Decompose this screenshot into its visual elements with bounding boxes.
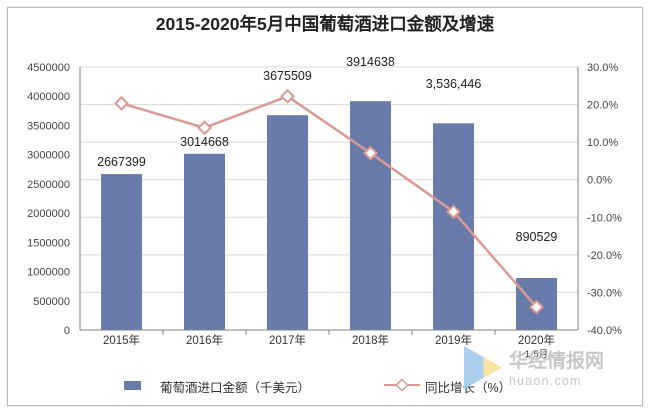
svg-text:2020年: 2020年 <box>518 333 555 347</box>
svg-text:2015年: 2015年 <box>103 333 140 347</box>
svg-text:3500000: 3500000 <box>27 120 70 132</box>
svg-text:-20.0%: -20.0% <box>587 250 622 262</box>
svg-text:0: 0 <box>64 325 70 337</box>
svg-text:10.0%: 10.0% <box>587 137 618 149</box>
svg-text:3914638: 3914638 <box>346 55 395 69</box>
svg-text:-10.0%: -10.0% <box>587 212 622 224</box>
svg-text:3014668: 3014668 <box>180 135 229 149</box>
svg-text:3675509: 3675509 <box>263 69 312 83</box>
svg-text:-30.0%: -30.0% <box>587 287 622 299</box>
svg-text:20.0%: 20.0% <box>587 100 618 112</box>
svg-text:4000000: 4000000 <box>27 91 70 103</box>
svg-text:890529: 890529 <box>516 230 558 244</box>
svg-text:30.0%: 30.0% <box>587 62 618 74</box>
svg-text:3,536,446: 3,536,446 <box>426 77 482 91</box>
svg-text:3000000: 3000000 <box>27 150 70 162</box>
svg-text:4500000: 4500000 <box>27 62 70 74</box>
svg-text:0.0%: 0.0% <box>587 175 612 187</box>
svg-text:-40.0%: -40.0% <box>587 325 622 337</box>
svg-text:1500000: 1500000 <box>27 237 70 249</box>
svg-text:2019年: 2019年 <box>435 333 472 347</box>
svg-text:500000: 500000 <box>33 296 70 308</box>
svg-text:2016年: 2016年 <box>186 333 223 347</box>
svg-text:1000000: 1000000 <box>27 267 70 279</box>
svg-text:1-5月: 1-5月 <box>525 349 548 360</box>
svg-text:2667399: 2667399 <box>97 155 146 169</box>
svg-text:2500000: 2500000 <box>27 179 70 191</box>
svg-text:2018年: 2018年 <box>352 333 389 347</box>
svg-text:2000000: 2000000 <box>27 208 70 220</box>
svg-text:2017年: 2017年 <box>269 333 306 347</box>
